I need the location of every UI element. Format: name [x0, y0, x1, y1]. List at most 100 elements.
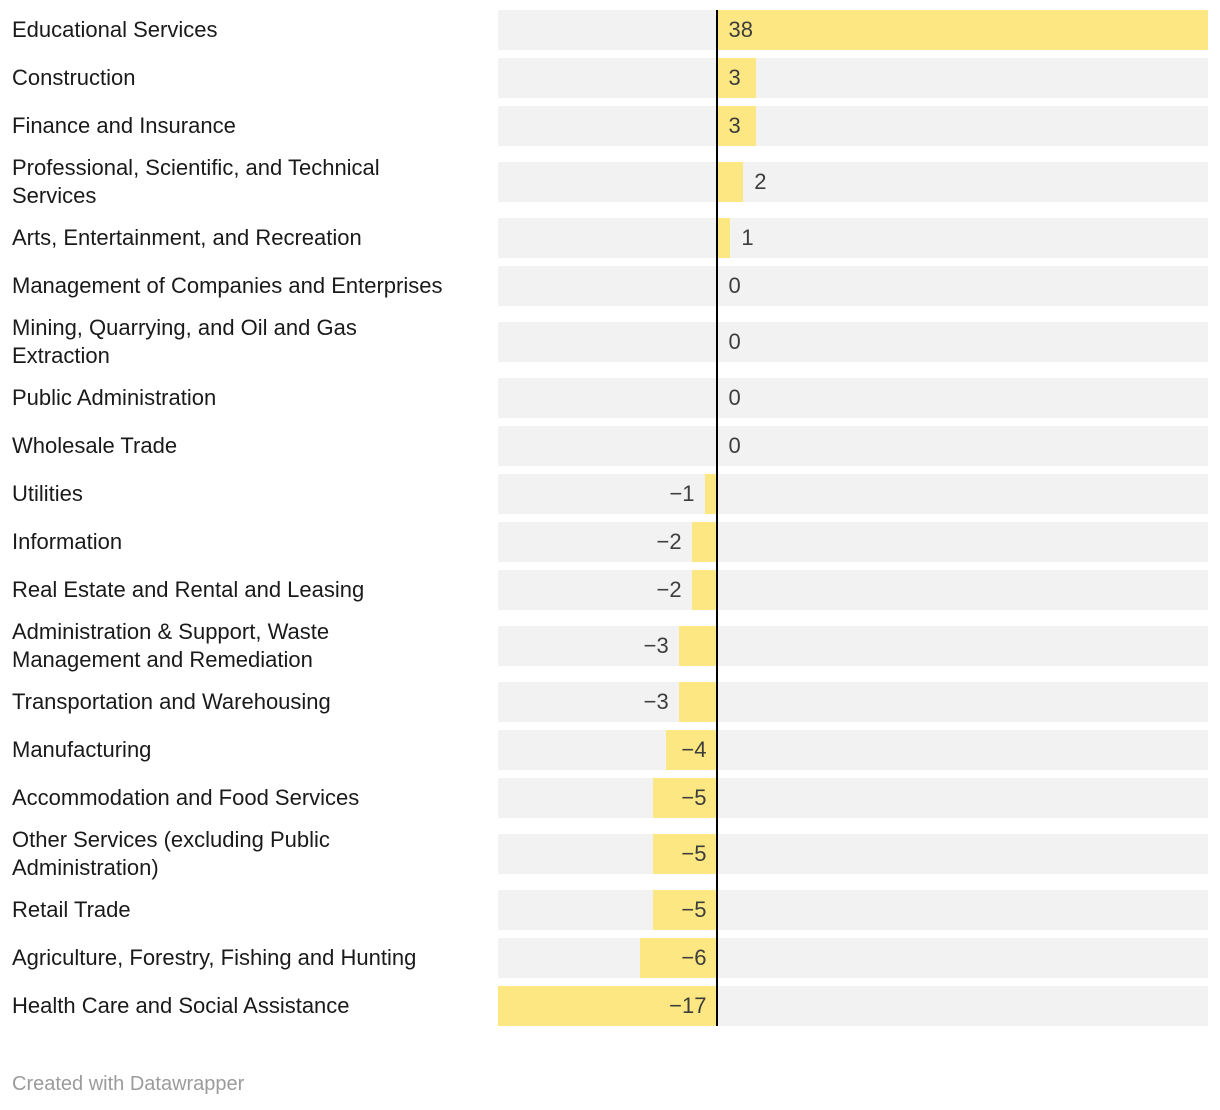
bar-chart: Educational Services 38 Construction 3 Finan… — [12, 6, 1208, 1030]
category-label: Arts, Entertainment, and Recreation — [12, 225, 362, 250]
value-label: −6 — [681, 945, 707, 970]
bar-cell: −2 — [498, 522, 1208, 562]
category-label: Utilities — [12, 481, 83, 506]
bar-track — [498, 322, 1208, 362]
value-label: −5 — [681, 785, 707, 810]
chart-row: Accommodation and Food Services −5 — [12, 774, 1208, 822]
value-label: 3 — [728, 113, 741, 138]
bar-cell: −17 — [498, 986, 1208, 1026]
chart-row: Agriculture, Forestry, Fishing and Hunti… — [12, 934, 1208, 982]
category-label: Real Estate and Rental and Leasing — [12, 577, 365, 602]
chart-row: Administration & Support, Waste Manageme… — [12, 614, 1208, 678]
chart-row: Manufacturing −4 — [12, 726, 1208, 774]
bar — [652, 778, 718, 818]
zero-axis-line — [716, 10, 719, 1026]
category-label: Accommodation and Food Services — [12, 785, 360, 810]
category-label: Construction — [12, 65, 136, 90]
category-label: Manufacturing — [12, 737, 152, 762]
bar — [691, 522, 718, 562]
bar-track — [498, 106, 1208, 146]
bar-cell: −4 — [498, 730, 1208, 770]
bar — [640, 938, 718, 978]
bar — [665, 730, 718, 770]
chart-row: Retail Trade −5 — [12, 886, 1208, 934]
chart-row: Utilities −1 — [12, 470, 1208, 518]
value-label: −5 — [681, 897, 707, 922]
chart-row: Transportation and Warehousing −3 — [12, 678, 1208, 726]
category-label: Information — [12, 529, 123, 554]
datawrapper-credit-link[interactable]: Created with Datawrapper — [12, 1073, 245, 1095]
bar-track — [498, 890, 1208, 930]
bar-cell: −2 — [498, 570, 1208, 610]
category-label: Educational Services — [12, 17, 218, 42]
bar-track — [498, 218, 1208, 258]
category-label: Management of Companies and Enterprises — [12, 273, 443, 298]
chart-rows: Educational Services 38 Construction 3 Finan… — [12, 6, 1208, 1030]
chart-row: Real Estate and Rental and Leasing −2 — [12, 566, 1208, 614]
value-label: −5 — [681, 841, 707, 866]
category-label: Wholesale Trade — [12, 433, 178, 458]
category-label: Mining, Quarrying, and Oil and Gas Extra… — [12, 315, 357, 368]
category-label: Transportation and Warehousing — [12, 689, 331, 714]
bar-track — [498, 626, 1208, 666]
chart-row: Management of Companies and Enterprises 0 — [12, 262, 1208, 310]
bar-track — [498, 778, 1208, 818]
bar — [498, 986, 718, 1026]
bar — [717, 162, 744, 202]
value-label: 3 — [728, 65, 741, 90]
bar-cell: −5 — [498, 890, 1208, 930]
bar-track — [498, 522, 1208, 562]
bar-cell: −1 — [498, 474, 1208, 514]
chart-row: Mining, Quarrying, and Oil and Gas Extra… — [12, 310, 1208, 374]
bar — [717, 218, 731, 258]
value-label: 0 — [728, 433, 741, 458]
chart-row: Educational Services 38 — [12, 6, 1208, 54]
bar-track — [498, 58, 1208, 98]
value-label: −1 — [669, 481, 695, 506]
bar-cell: 3 — [498, 106, 1208, 146]
bar — [691, 570, 718, 610]
bar-cell: −3 — [498, 682, 1208, 722]
value-label: 0 — [728, 273, 741, 298]
bar — [704, 474, 718, 514]
value-label: −4 — [681, 737, 707, 762]
bar-track — [498, 570, 1208, 610]
chart-row: Construction 3 — [12, 54, 1208, 102]
category-label: Other Services (excluding Public Adminis… — [12, 827, 330, 880]
bar-track — [498, 834, 1208, 874]
chart-row: Information −2 — [12, 518, 1208, 566]
value-label: 2 — [754, 169, 767, 194]
bar-cell: −3 — [498, 626, 1208, 666]
bar-track — [498, 378, 1208, 418]
bar-track — [498, 938, 1208, 978]
bar-track — [498, 474, 1208, 514]
category-label: Agriculture, Forestry, Fishing and Hunti… — [12, 945, 417, 970]
category-label: Health Care and Social Assistance — [12, 993, 350, 1018]
value-label: −2 — [656, 577, 682, 602]
value-label: 1 — [741, 225, 754, 250]
chart-row: Arts, Entertainment, and Recreation 1 — [12, 214, 1208, 262]
bar-track — [498, 730, 1208, 770]
bar — [717, 10, 1208, 50]
value-label: −17 — [669, 993, 707, 1018]
value-label: −3 — [643, 689, 669, 714]
bar — [678, 626, 718, 666]
chart-row: Health Care and Social Assistance −17 — [12, 982, 1208, 1030]
category-label: Administration & Support, Waste Manageme… — [12, 619, 330, 672]
chart-row: Wholesale Trade 0 — [12, 422, 1208, 470]
value-label: 38 — [728, 17, 753, 42]
chart-row: Other Services (excluding Public Adminis… — [12, 822, 1208, 886]
category-label: Retail Trade — [12, 897, 131, 922]
bar-cell: 0 — [498, 378, 1208, 418]
value-label: 0 — [728, 329, 741, 354]
chart-row: Public Administration 0 — [12, 374, 1208, 422]
bar-cell: 3 — [498, 58, 1208, 98]
bar-cell: −5 — [498, 778, 1208, 818]
bar-track — [498, 162, 1208, 202]
chart-row: Professional, Scientific, and Technical … — [12, 150, 1208, 214]
value-label: −3 — [643, 633, 669, 658]
category-label: Public Administration — [12, 385, 217, 410]
credit-line: Created with Datawrapper — [12, 1072, 1220, 1096]
bar — [678, 682, 718, 722]
bar — [717, 106, 757, 146]
